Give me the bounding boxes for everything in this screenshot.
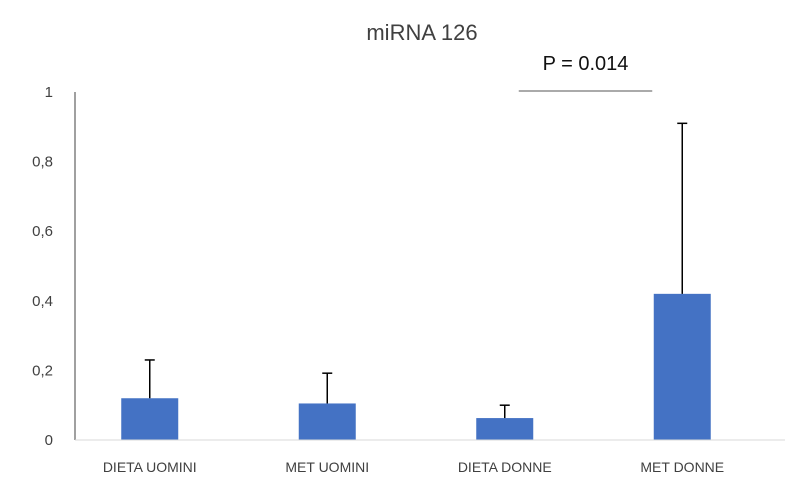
x-tick-label: DIETA UOMINI [103, 459, 197, 475]
y-axis: 0 0,2 0,4 0,6 0,8 1 [32, 84, 76, 449]
y-tick-label: 0,8 [32, 154, 53, 171]
y-tick-label: 1 [45, 84, 53, 101]
error-bars [144, 122, 688, 419]
error-bar [322, 372, 333, 404]
x-tick-label: MET DONNE [640, 459, 724, 475]
error-bar [499, 404, 510, 419]
bar [298, 403, 356, 440]
y-tick-label: 0,6 [32, 223, 53, 240]
bar [476, 418, 534, 440]
error-bar [677, 122, 688, 294]
x-tick-label: DIETA DONNE [458, 459, 552, 475]
x-axis-labels: DIETA UOMINI MET UOMINI DIETA DONNE MET DON… [103, 459, 724, 475]
bars [121, 293, 711, 440]
bar [121, 398, 179, 440]
y-tick-label: 0,4 [32, 293, 53, 310]
chart-title: miRNA 126 [366, 20, 477, 45]
bar [653, 293, 711, 440]
error-bar [144, 359, 155, 399]
x-tick-label: MET UOMINI [285, 459, 369, 475]
significance-label: P = 0.014 [543, 53, 629, 75]
y-tick-label: 0 [45, 432, 53, 449]
y-tick-label: 0,2 [32, 362, 53, 379]
